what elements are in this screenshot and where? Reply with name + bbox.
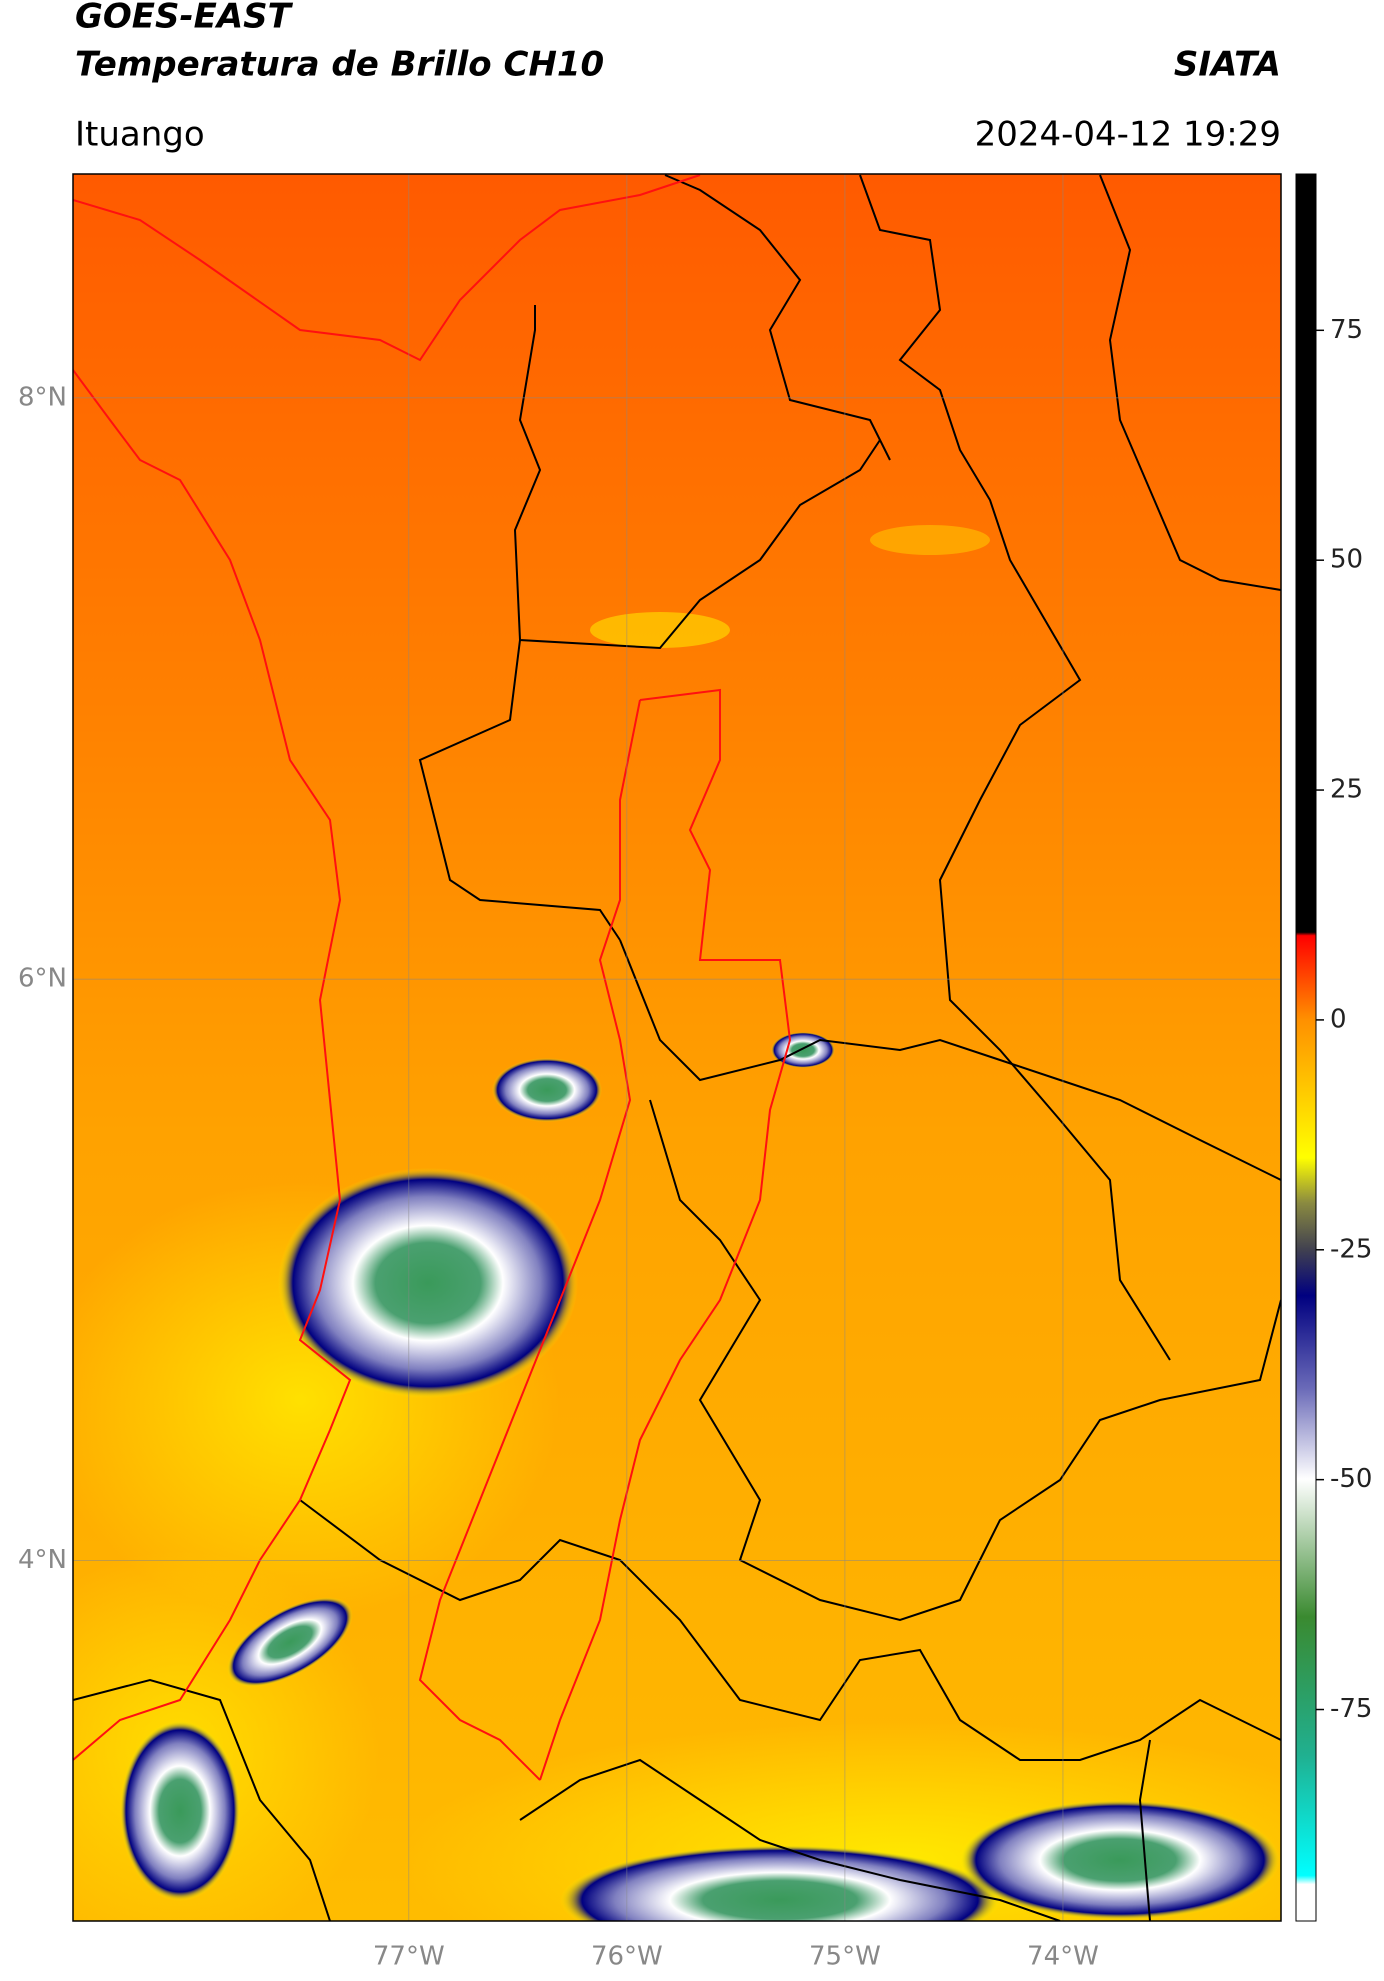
colorbar-tick-label: 25	[1330, 775, 1363, 805]
x-tick-label: 74°W	[1027, 1942, 1099, 1972]
colorbar-tick-label: -25	[1330, 1234, 1372, 1264]
region: Ituango	[75, 115, 205, 155]
title: GOES-EAST	[75, 0, 294, 37]
agency: SIATA	[1174, 45, 1281, 85]
x-tick-label: 76°W	[591, 1942, 663, 1972]
colorbar-ticks: 75 50 25 0 -25 -50 -75	[1316, 315, 1372, 1724]
colorbar-tick-label: -50	[1330, 1464, 1372, 1494]
subtitle: Temperatura de Brillo CH10	[75, 45, 604, 85]
y-tick-label: 6°N	[18, 964, 67, 994]
colorbar	[1295, 173, 1317, 1922]
colorbar-tick-label: 75	[1330, 315, 1363, 345]
colorbar-tick-label: -75	[1330, 1694, 1372, 1724]
colorbar-tick-label: 0	[1330, 1004, 1347, 1034]
map-frame	[72, 173, 1282, 1922]
y-tick-label: 4°N	[18, 1545, 67, 1575]
graticule: 77°W 76°W 75°W 74°W 4°N 6°N 8°N	[18, 174, 1281, 1972]
x-tick-label: 77°W	[373, 1942, 445, 1972]
x-tick-label: 75°W	[809, 1942, 881, 1972]
y-tick-label: 8°N	[18, 382, 67, 412]
colorbar-tick-label: 50	[1330, 545, 1363, 575]
map-image	[73, 174, 1281, 1921]
datetime: 2024-04-12 19:29	[975, 115, 1281, 155]
